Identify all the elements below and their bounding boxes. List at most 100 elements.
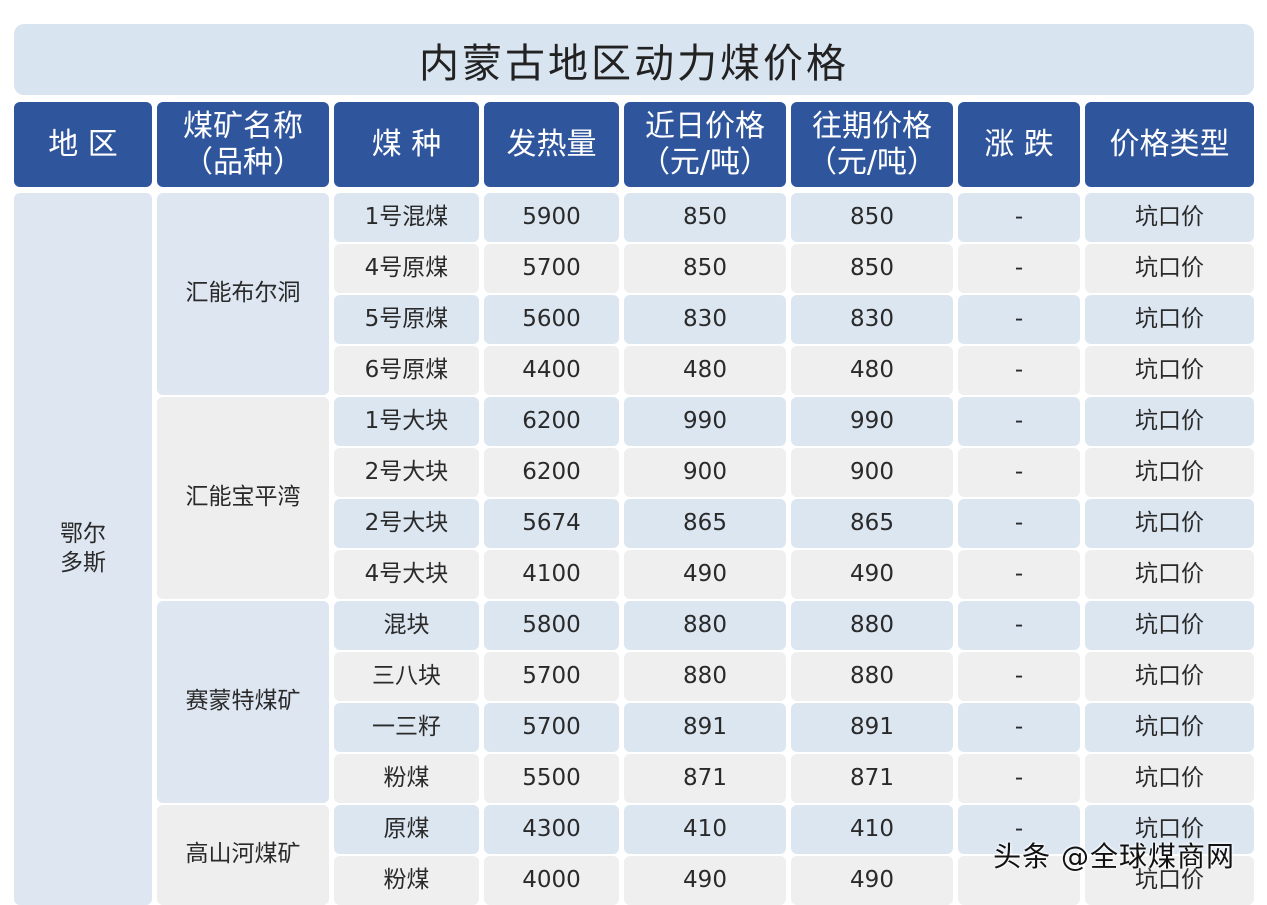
change-cell: -: [958, 601, 1080, 650]
coal-type-cell: 原煤: [334, 805, 479, 854]
past-price-cell: 891: [791, 703, 953, 752]
mine-name-cell: 高山河煤矿: [157, 805, 329, 905]
price-type-cell: 坑口价: [1085, 448, 1254, 497]
past-price-cell: 480: [791, 346, 953, 395]
coal-type-cell: 5号原煤: [334, 295, 479, 344]
price-type-cell: 坑口价: [1085, 652, 1254, 701]
coal-type-cell: 2号大块: [334, 448, 479, 497]
coal-type-cell: 1号大块: [334, 397, 479, 446]
past-price-cell: 880: [791, 601, 953, 650]
heat-value-cell: 5500: [484, 754, 619, 803]
change-cell: -: [958, 652, 1080, 701]
header-region: 地 区: [14, 102, 152, 187]
change-cell: -: [958, 244, 1080, 293]
coal-type-cell: 4号大块: [334, 550, 479, 599]
price-type-cell: 坑口价: [1085, 805, 1254, 854]
past-price-cell: 871: [791, 754, 953, 803]
mine-name-cell: 汇能宝平湾: [157, 397, 329, 599]
price-type-cell: 坑口价: [1085, 703, 1254, 752]
coal-type-cell: 粉煤: [334, 754, 479, 803]
coal-type-cell: 一三籽: [334, 703, 479, 752]
change-cell: -: [958, 193, 1080, 242]
change-cell: -: [958, 754, 1080, 803]
change-cell: -: [958, 805, 1080, 854]
past-price-cell: 410: [791, 805, 953, 854]
recent-price-cell: 891: [624, 703, 786, 752]
coal-type-cell: 4号原煤: [334, 244, 479, 293]
heat-value-cell: 6200: [484, 397, 619, 446]
past-price-cell: 865: [791, 499, 953, 548]
recent-price-cell: 850: [624, 193, 786, 242]
heat-value-cell: 4300: [484, 805, 619, 854]
coal-type-cell: 6号原煤: [334, 346, 479, 395]
change-cell: -: [958, 295, 1080, 344]
heat-value-cell: 5900: [484, 193, 619, 242]
price-type-cell: 坑口价: [1085, 754, 1254, 803]
change-cell: [958, 856, 1080, 905]
past-price-cell: 830: [791, 295, 953, 344]
past-price-cell: 880: [791, 652, 953, 701]
heat-value-cell: 5700: [484, 703, 619, 752]
heat-value-cell: 5700: [484, 652, 619, 701]
past-price-cell: 490: [791, 550, 953, 599]
recent-price-cell: 990: [624, 397, 786, 446]
coal-type-cell: 2号大块: [334, 499, 479, 548]
change-cell: -: [958, 397, 1080, 446]
recent-price-cell: 865: [624, 499, 786, 548]
price-type-cell: 坑口价: [1085, 499, 1254, 548]
header-recent-price: 近日价格 （元/吨）: [624, 102, 786, 187]
recent-price-cell: 480: [624, 346, 786, 395]
price-type-cell: 坑口价: [1085, 295, 1254, 344]
header-change: 涨 跌: [958, 102, 1080, 187]
price-type-cell: 坑口价: [1085, 244, 1254, 293]
price-type-cell: 坑口价: [1085, 397, 1254, 446]
price-type-cell: 坑口价: [1085, 193, 1254, 242]
change-cell: -: [958, 346, 1080, 395]
past-price-cell: 900: [791, 448, 953, 497]
mine-name-cell: 汇能布尔洞: [157, 193, 329, 395]
coal-type-cell: 粉煤: [334, 856, 479, 905]
heat-value-cell: 5674: [484, 499, 619, 548]
heat-value-cell: 5600: [484, 295, 619, 344]
recent-price-cell: 410: [624, 805, 786, 854]
recent-price-cell: 871: [624, 754, 786, 803]
recent-price-cell: 880: [624, 652, 786, 701]
heat-value-cell: 6200: [484, 448, 619, 497]
price-type-cell: 坑口价: [1085, 550, 1254, 599]
recent-price-cell: 830: [624, 295, 786, 344]
recent-price-cell: 900: [624, 448, 786, 497]
header-heat-value: 发热量: [484, 102, 619, 187]
header-coal-type: 煤 种: [334, 102, 479, 187]
price-type-cell: 坑口价: [1085, 601, 1254, 650]
past-price-cell: 850: [791, 244, 953, 293]
heat-value-cell: 4100: [484, 550, 619, 599]
recent-price-cell: 880: [624, 601, 786, 650]
header-mine-name: 煤矿名称 （品种）: [157, 102, 329, 187]
recent-price-cell: 490: [624, 856, 786, 905]
past-price-cell: 850: [791, 193, 953, 242]
table-title: 内蒙古地区动力煤价格: [14, 24, 1254, 95]
coal-type-cell: 1号混煤: [334, 193, 479, 242]
recent-price-cell: 850: [624, 244, 786, 293]
heat-value-cell: 4400: [484, 346, 619, 395]
heat-value-cell: 5700: [484, 244, 619, 293]
coal-type-cell: 三八块: [334, 652, 479, 701]
mine-name-cell: 赛蒙特煤矿: [157, 601, 329, 803]
price-type-cell: 坑口价: [1085, 346, 1254, 395]
price-type-cell: 坑口价: [1085, 856, 1254, 905]
coal-type-cell: 混块: [334, 601, 479, 650]
past-price-cell: 990: [791, 397, 953, 446]
change-cell: -: [958, 703, 1080, 752]
change-cell: -: [958, 448, 1080, 497]
heat-value-cell: 5800: [484, 601, 619, 650]
recent-price-cell: 490: [624, 550, 786, 599]
past-price-cell: 490: [791, 856, 953, 905]
source-watermark: 头条 @全球煤商网: [993, 840, 1235, 873]
change-cell: -: [958, 550, 1080, 599]
region-cell: 鄂尔 多斯: [14, 193, 152, 905]
change-cell: -: [958, 499, 1080, 548]
heat-value-cell: 4000: [484, 856, 619, 905]
header-price-type: 价格类型: [1085, 102, 1254, 187]
header-past-price: 往期价格 （元/吨）: [791, 102, 953, 187]
